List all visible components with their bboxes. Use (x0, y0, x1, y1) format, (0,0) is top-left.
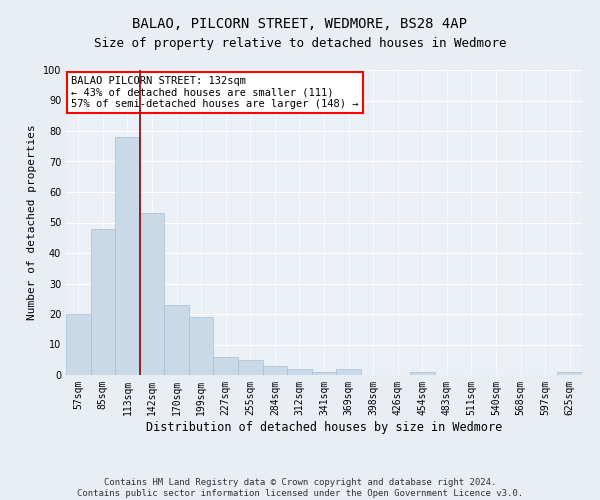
Text: BALAO PILCORN STREET: 132sqm
← 43% of detached houses are smaller (111)
57% of s: BALAO PILCORN STREET: 132sqm ← 43% of de… (71, 76, 359, 110)
Text: Contains HM Land Registry data © Crown copyright and database right 2024.
Contai: Contains HM Land Registry data © Crown c… (77, 478, 523, 498)
Bar (164, 305, 189, 375)
Text: Size of property relative to detached houses in Wedmore: Size of property relative to detached ho… (94, 38, 506, 51)
Bar (115, 137, 140, 375)
Bar (238, 360, 263, 375)
Bar (410, 372, 434, 375)
X-axis label: Distribution of detached houses by size in Wedmore: Distribution of detached houses by size … (146, 420, 502, 434)
Bar (214, 356, 238, 375)
Bar (263, 366, 287, 375)
Bar (189, 317, 214, 375)
Bar (140, 214, 164, 375)
Text: BALAO, PILCORN STREET, WEDMORE, BS28 4AP: BALAO, PILCORN STREET, WEDMORE, BS28 4AP (133, 18, 467, 32)
Bar (91, 228, 115, 375)
Bar (312, 372, 336, 375)
Bar (66, 314, 91, 375)
Bar (557, 372, 582, 375)
Y-axis label: Number of detached properties: Number of detached properties (27, 124, 37, 320)
Bar (336, 369, 361, 375)
Bar (287, 369, 312, 375)
